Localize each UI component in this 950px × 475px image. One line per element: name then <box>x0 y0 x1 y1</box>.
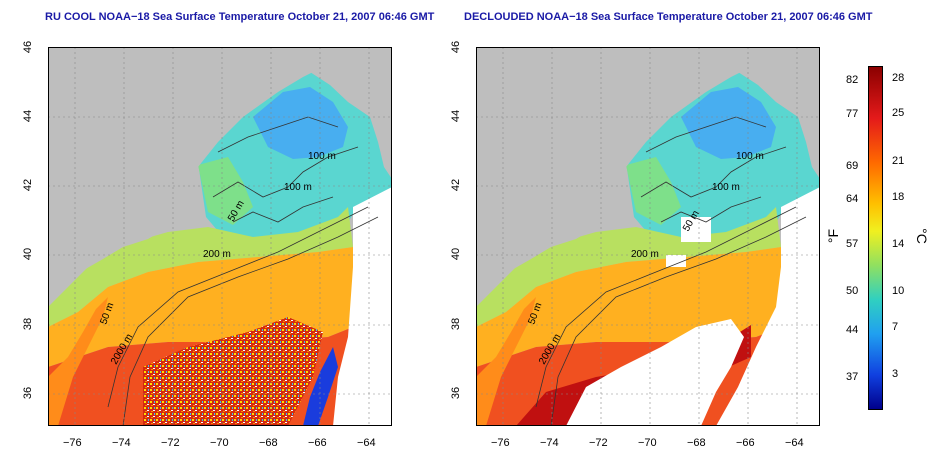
f-tick: 82 <box>846 74 858 86</box>
lon-tick: −74 <box>112 437 131 449</box>
c-tick: 14 <box>892 238 904 250</box>
lon-tick: −66 <box>736 437 755 449</box>
lon-tick: −68 <box>687 437 706 449</box>
lat-tick: 38 <box>22 318 34 330</box>
lon-tick: −72 <box>589 437 608 449</box>
f-tick: 50 <box>846 285 858 297</box>
fahrenheit-label: °F <box>825 229 841 243</box>
lat-tick: 36 <box>450 387 462 399</box>
colorbar <box>868 66 883 410</box>
lon-tick: −68 <box>259 437 278 449</box>
lat-tick: 36 <box>22 387 34 399</box>
lat-tick: 46 <box>450 41 462 53</box>
lon-tick: −72 <box>161 437 180 449</box>
c-tick: 3 <box>892 368 898 380</box>
lat-tick: 42 <box>22 179 34 191</box>
c-tick: 7 <box>892 321 898 333</box>
contour-label: 100 m <box>284 182 312 193</box>
right-map-title: DECLOUDED NOAA−18 Sea Surface Temperatur… <box>464 11 872 23</box>
c-tick: 21 <box>892 155 904 167</box>
right-sst-map: 100 m 100 m 50 m 200 m 50 m 2000 m <box>476 47 820 426</box>
lat-tick: 40 <box>22 248 34 260</box>
lat-tick: 44 <box>450 110 462 122</box>
lon-tick: −64 <box>785 437 804 449</box>
lat-tick: 38 <box>450 318 462 330</box>
lon-tick: −66 <box>308 437 327 449</box>
lat-tick: 46 <box>22 41 34 53</box>
c-tick: 28 <box>892 72 904 84</box>
c-tick: 25 <box>892 107 904 119</box>
f-tick: 44 <box>846 324 858 336</box>
f-tick: 77 <box>846 108 858 120</box>
lat-tick: 44 <box>22 110 34 122</box>
lat-tick: 42 <box>450 179 462 191</box>
contour-label: 200 m <box>631 249 659 260</box>
lat-tick: 40 <box>450 248 462 260</box>
left-map-title: RU COOL NOAA−18 Sea Surface Temperature … <box>45 11 434 23</box>
lon-tick: −76 <box>491 437 510 449</box>
contour-label: 100 m <box>712 182 740 193</box>
f-tick: 64 <box>846 193 858 205</box>
c-tick: 10 <box>892 285 904 297</box>
lon-tick: −70 <box>638 437 657 449</box>
f-tick: 69 <box>846 160 858 172</box>
f-tick: 57 <box>846 238 858 250</box>
lon-tick: −74 <box>540 437 559 449</box>
c-tick: 18 <box>892 191 904 203</box>
lon-tick: −76 <box>63 437 82 449</box>
celsius-label: °C <box>914 228 930 244</box>
lon-tick: −70 <box>210 437 229 449</box>
contour-label: 100 m <box>308 151 336 162</box>
f-tick: 37 <box>846 371 858 383</box>
left-sst-map: 100 m 100 m 50 m 200 m 50 m 2000 m <box>48 47 392 426</box>
contour-label: 100 m <box>736 151 764 162</box>
lon-tick: −64 <box>357 437 376 449</box>
contour-label: 200 m <box>203 249 231 260</box>
